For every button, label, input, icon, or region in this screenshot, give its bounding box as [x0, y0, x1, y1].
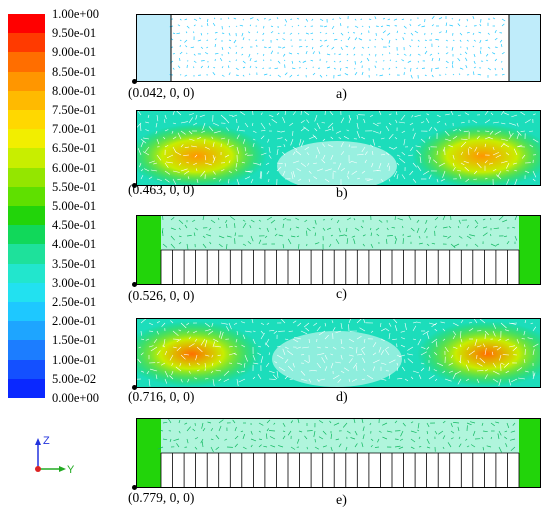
legend-tick-label: 4.00e-01	[52, 237, 97, 252]
panel-b-field	[137, 111, 540, 185]
color-legend: 1.00e+00 9.50e-01 9.00e-01 8.50e-01 8.00e-01…	[8, 7, 128, 405]
legend-tick-label: 2.00e-01	[52, 314, 97, 329]
legend-tick-label: 6.00e-01	[52, 160, 97, 175]
legend-swatch	[8, 263, 45, 284]
legend-tick-label: 5.00e-01	[52, 199, 97, 213]
legend-swatch	[8, 321, 45, 341]
legend-tick-label: 9.00e-01	[52, 45, 97, 60]
legend-tick-label: 3.00e-01	[52, 275, 97, 290]
panel-e-origin-marker	[132, 485, 137, 490]
legend-swatch	[8, 244, 45, 265]
panel-d-coordinate: (0.716, 0, 0)	[128, 389, 195, 404]
legend-swatch	[8, 359, 45, 380]
panel-c-origin-marker	[132, 282, 137, 287]
panel-e-field	[137, 419, 540, 487]
legend-tick-label: 2.50e-01	[52, 295, 97, 309]
legend-tick-label: 8.50e-01	[52, 64, 97, 79]
legend-tick-label: 1.00e-01	[52, 352, 97, 367]
legend-swatch	[8, 302, 45, 322]
panel-b-origin-marker	[132, 183, 137, 188]
panel-a-label: a)	[336, 87, 347, 102]
panel-d-label: d)	[336, 390, 348, 405]
panel-c-coordinate: (0.526, 0, 0)	[128, 288, 195, 303]
x-axis-marker	[35, 466, 41, 472]
panel-a-velocity-plot	[136, 14, 541, 82]
legend-swatch	[8, 186, 45, 207]
legend-tick-label: 7.00e-01	[52, 122, 97, 137]
panel-a-coordinate: (0.042, 0, 0)	[128, 85, 195, 100]
legend-swatch	[8, 14, 45, 34]
panel-e-label: e)	[336, 493, 347, 508]
panel-d-origin-marker	[132, 385, 137, 390]
legend-swatch	[8, 148, 45, 169]
panel-b-label: b)	[336, 186, 348, 201]
panel-b-coordinate: (0.463, 0, 0)	[128, 182, 195, 197]
legend-swatch	[8, 129, 45, 149]
legend-swatch	[8, 340, 45, 361]
legend-swatch	[8, 33, 45, 53]
legend-swatch	[8, 225, 45, 245]
legend-swatch	[8, 90, 45, 111]
panel-c-label: c)	[336, 287, 347, 302]
legend-swatch	[8, 206, 45, 226]
panel-b-velocity-plot	[136, 110, 541, 186]
legend-tick-label: 6.50e-01	[52, 141, 97, 156]
legend-swatch	[8, 71, 45, 92]
legend-swatch	[8, 167, 45, 188]
legend-tick-label: 9.50e-01	[52, 26, 97, 41]
legend-swatch	[8, 52, 45, 73]
panel-a-origin-marker	[132, 79, 137, 84]
legend-tick-label: 5.50e-01	[52, 179, 97, 194]
panel-d-field	[137, 319, 540, 387]
legend-tick-label: 1.00e+00	[52, 7, 99, 21]
legend-tick-label: 1.50e-01	[52, 333, 97, 348]
axis-triad: Z Y	[22, 432, 82, 482]
legend-tick-label: 7.50e-01	[52, 103, 97, 117]
legend-swatch	[8, 378, 45, 399]
legend-tick-label: 0.00e+00	[52, 391, 99, 405]
z-axis-label: Z	[43, 435, 50, 447]
legend-swatch	[8, 282, 45, 303]
panel-c-velocity-plot	[136, 215, 541, 285]
legend-tick-label: 8.00e-01	[52, 83, 97, 98]
panel-e-coordinate: (0.779, 0, 0)	[128, 490, 195, 505]
legend-swatch	[8, 110, 45, 130]
y-axis-label: Y	[67, 464, 75, 476]
panel-d-velocity-plot	[136, 318, 541, 388]
panel-a-vectors	[137, 15, 540, 81]
legend-tick-label: 3.50e-01	[52, 256, 97, 271]
legend-tick-label: 5.00e-02	[52, 371, 97, 386]
legend-tick-label: 4.50e-01	[52, 218, 97, 233]
panel-e-velocity-plot	[136, 418, 541, 488]
panel-c-field	[137, 216, 540, 284]
